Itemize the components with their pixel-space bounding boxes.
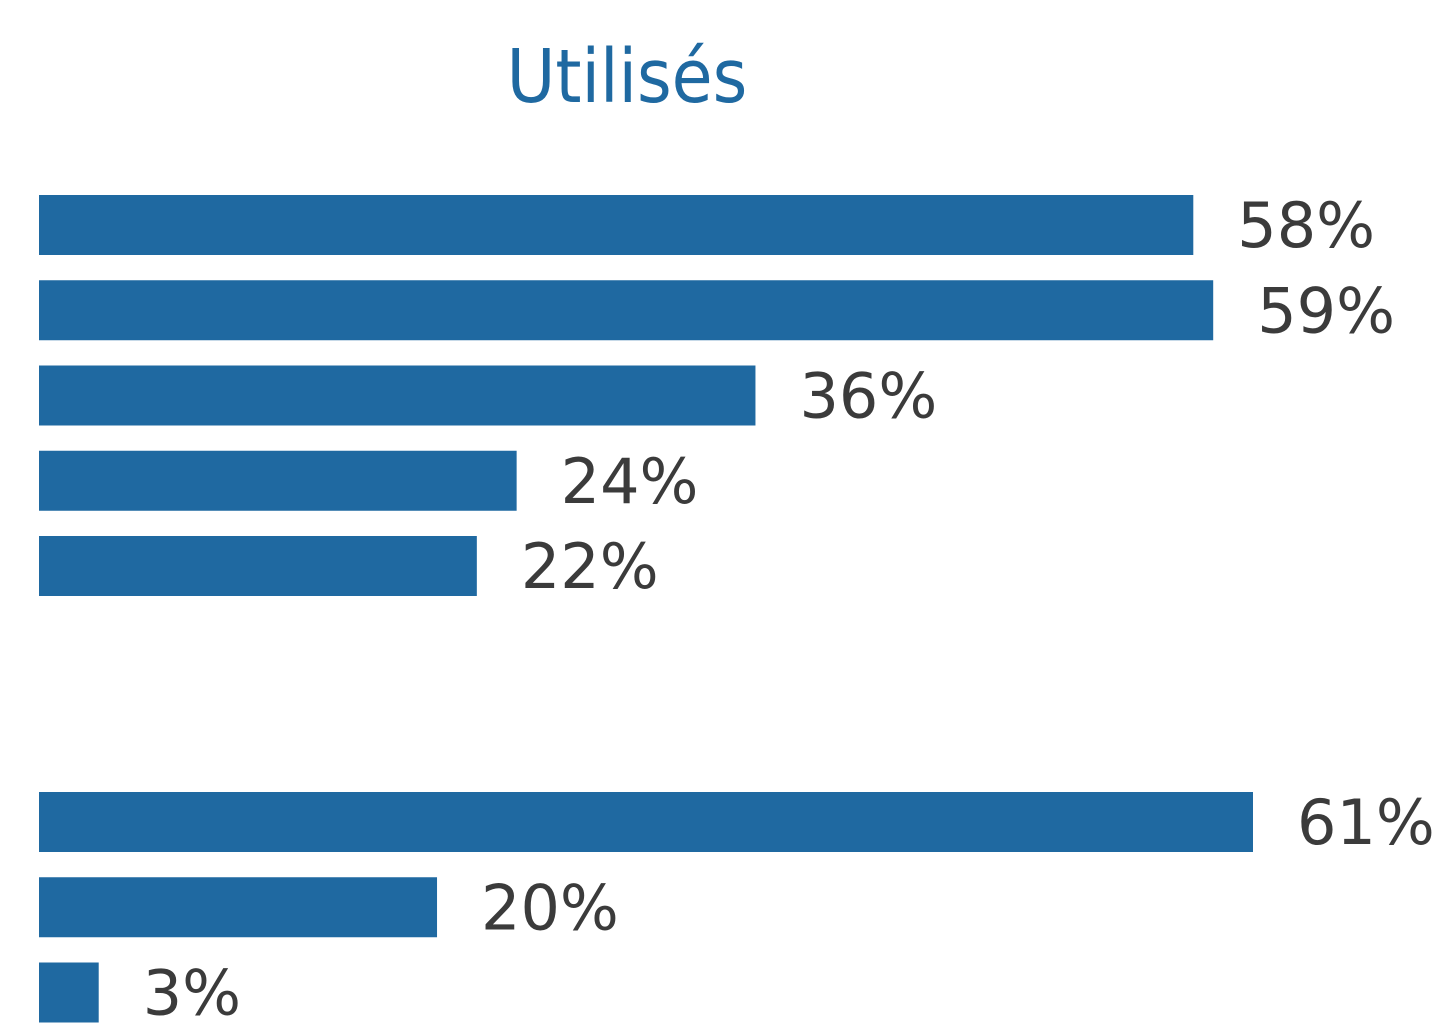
value-label-g1-4: 24% (561, 445, 699, 518)
value-label-g1-3: 36% (799, 360, 937, 433)
bars-layer (39, 195, 1253, 1023)
value-label-g2-1: 61% (1297, 786, 1435, 859)
chart-title: Utilisés (507, 34, 748, 120)
value-label-g1-2: 59% (1257, 274, 1395, 347)
bar-g2-2 (39, 877, 438, 938)
bar-g2-1 (39, 792, 1253, 852)
value-label-g1-5: 22% (521, 530, 659, 603)
bar-g1-3 (39, 365, 756, 426)
value-label-g1-1: 58% (1237, 189, 1375, 262)
bar-g2-3 (39, 962, 99, 1023)
bar-g1-4 (39, 450, 517, 511)
bar-g1-2 (39, 280, 1214, 341)
value-label-g2-3: 3% (143, 957, 241, 1030)
value-label-g2-2: 20% (481, 871, 619, 944)
value-labels-layer: 58% 59% 36% 24% 22% 61% 20% 3% (143, 189, 1435, 1030)
bar-g1-5 (39, 536, 477, 596)
bar-g1-1 (39, 195, 1194, 255)
